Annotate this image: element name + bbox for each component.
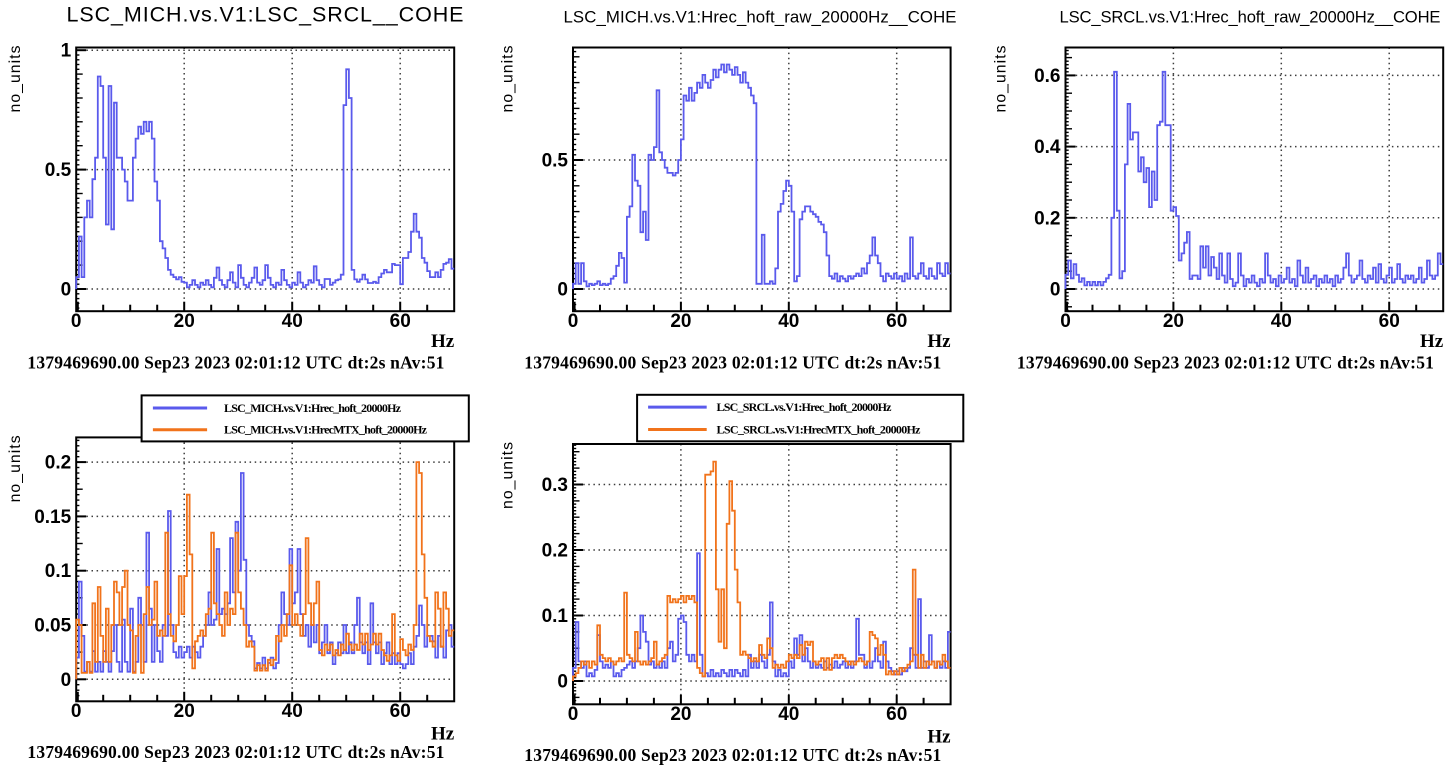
svg-text:1379469690.00 Sep23 2023 02:01: 1379469690.00 Sep23 2023 02:01:12 UTC dt… xyxy=(524,353,941,373)
svg-text:20: 20 xyxy=(670,311,691,332)
svg-text:60: 60 xyxy=(390,311,411,332)
svg-text:20: 20 xyxy=(174,701,195,722)
svg-text:LSC_SRCL.vs.V1:Hrec_hoft_raw_2: LSC_SRCL.vs.V1:Hrec_hoft_raw_20000Hz__CO… xyxy=(1060,8,1441,27)
svg-text:0: 0 xyxy=(557,672,568,693)
svg-text:0: 0 xyxy=(1060,311,1071,332)
svg-text:LSC_SRCL.vs.V1:HrecMTX_hoft_20: LSC_SRCL.vs.V1:HrecMTX_hoft_20000Hz xyxy=(717,423,922,437)
svg-text:0.05: 0.05 xyxy=(34,616,71,637)
svg-text:40: 40 xyxy=(282,311,303,332)
svg-text:60: 60 xyxy=(886,704,907,725)
svg-text:no_units: no_units xyxy=(500,45,517,112)
svg-text:LSC_MICH.vs.V1:Hrec_hoft_20000: LSC_MICH.vs.V1:Hrec_hoft_20000Hz xyxy=(224,401,402,415)
svg-text:Hz: Hz xyxy=(1420,331,1444,352)
svg-text:0: 0 xyxy=(61,670,72,691)
svg-text:no_units: no_units xyxy=(7,435,24,502)
svg-text:0.2: 0.2 xyxy=(1034,208,1060,229)
svg-text:20: 20 xyxy=(1163,311,1184,332)
svg-text:0.4: 0.4 xyxy=(1034,137,1061,158)
svg-text:40: 40 xyxy=(282,701,303,722)
svg-text:1379469690.00 Sep23 2023 02:01: 1379469690.00 Sep23 2023 02:01:12 UTC dt… xyxy=(1017,353,1434,373)
svg-text:60: 60 xyxy=(886,311,907,332)
svg-text:0: 0 xyxy=(1050,280,1061,301)
svg-text:1: 1 xyxy=(61,41,72,62)
svg-text:20: 20 xyxy=(174,311,195,332)
svg-text:0.2: 0.2 xyxy=(542,541,568,562)
svg-text:Hz: Hz xyxy=(927,727,951,748)
svg-text:1379469690.00 Sep23 2023 02:01: 1379469690.00 Sep23 2023 02:01:12 UTC dt… xyxy=(524,745,941,765)
svg-text:0.2: 0.2 xyxy=(45,453,71,474)
svg-text:0.15: 0.15 xyxy=(34,507,71,528)
svg-text:0: 0 xyxy=(568,311,579,332)
svg-text:40: 40 xyxy=(1271,311,1292,332)
svg-text:0.1: 0.1 xyxy=(542,606,569,627)
svg-text:no_units: no_units xyxy=(500,442,517,509)
svg-text:no_units: no_units xyxy=(993,45,1010,112)
svg-text:LSC_MICH.vs.V1:HrecMTX_hoft_20: LSC_MICH.vs.V1:HrecMTX_hoft_20000Hz xyxy=(224,423,428,437)
svg-text:0: 0 xyxy=(71,311,82,332)
svg-text:0: 0 xyxy=(557,280,568,301)
svg-text:Hz: Hz xyxy=(431,724,455,745)
svg-text:0: 0 xyxy=(568,704,579,725)
svg-text:no_units: no_units xyxy=(7,45,24,112)
svg-text:0.6: 0.6 xyxy=(1034,66,1060,87)
svg-text:LSC_MICH.vs.V1:LSC_SRCL__COHE: LSC_MICH.vs.V1:LSC_SRCL__COHE xyxy=(67,3,464,27)
svg-text:0.5: 0.5 xyxy=(45,160,72,181)
svg-text:60: 60 xyxy=(390,701,411,722)
svg-text:60: 60 xyxy=(1379,311,1400,332)
svg-text:40: 40 xyxy=(778,704,799,725)
svg-text:20: 20 xyxy=(670,704,691,725)
svg-text:LSC_MICH.vs.V1:Hrec_hoft_raw_2: LSC_MICH.vs.V1:Hrec_hoft_raw_20000Hz__CO… xyxy=(564,8,957,27)
svg-text:40: 40 xyxy=(778,311,799,332)
svg-text:1379469690.00 Sep23 2023 02:01: 1379469690.00 Sep23 2023 02:01:12 UTC dt… xyxy=(27,742,444,762)
svg-text:0.5: 0.5 xyxy=(542,151,569,172)
svg-text:0.3: 0.3 xyxy=(542,475,568,496)
svg-text:0.1: 0.1 xyxy=(45,561,72,582)
svg-text:0: 0 xyxy=(71,701,82,722)
svg-text:1379469690.00 Sep23 2023 02:01: 1379469690.00 Sep23 2023 02:01:12 UTC dt… xyxy=(27,353,444,373)
svg-text:LSC_SRCL.vs.V1:Hrec_hoft_20000: LSC_SRCL.vs.V1:Hrec_hoft_20000Hz xyxy=(717,400,893,414)
svg-text:0: 0 xyxy=(61,280,72,301)
svg-text:Hz: Hz xyxy=(927,331,951,352)
svg-text:Hz: Hz xyxy=(431,331,455,352)
